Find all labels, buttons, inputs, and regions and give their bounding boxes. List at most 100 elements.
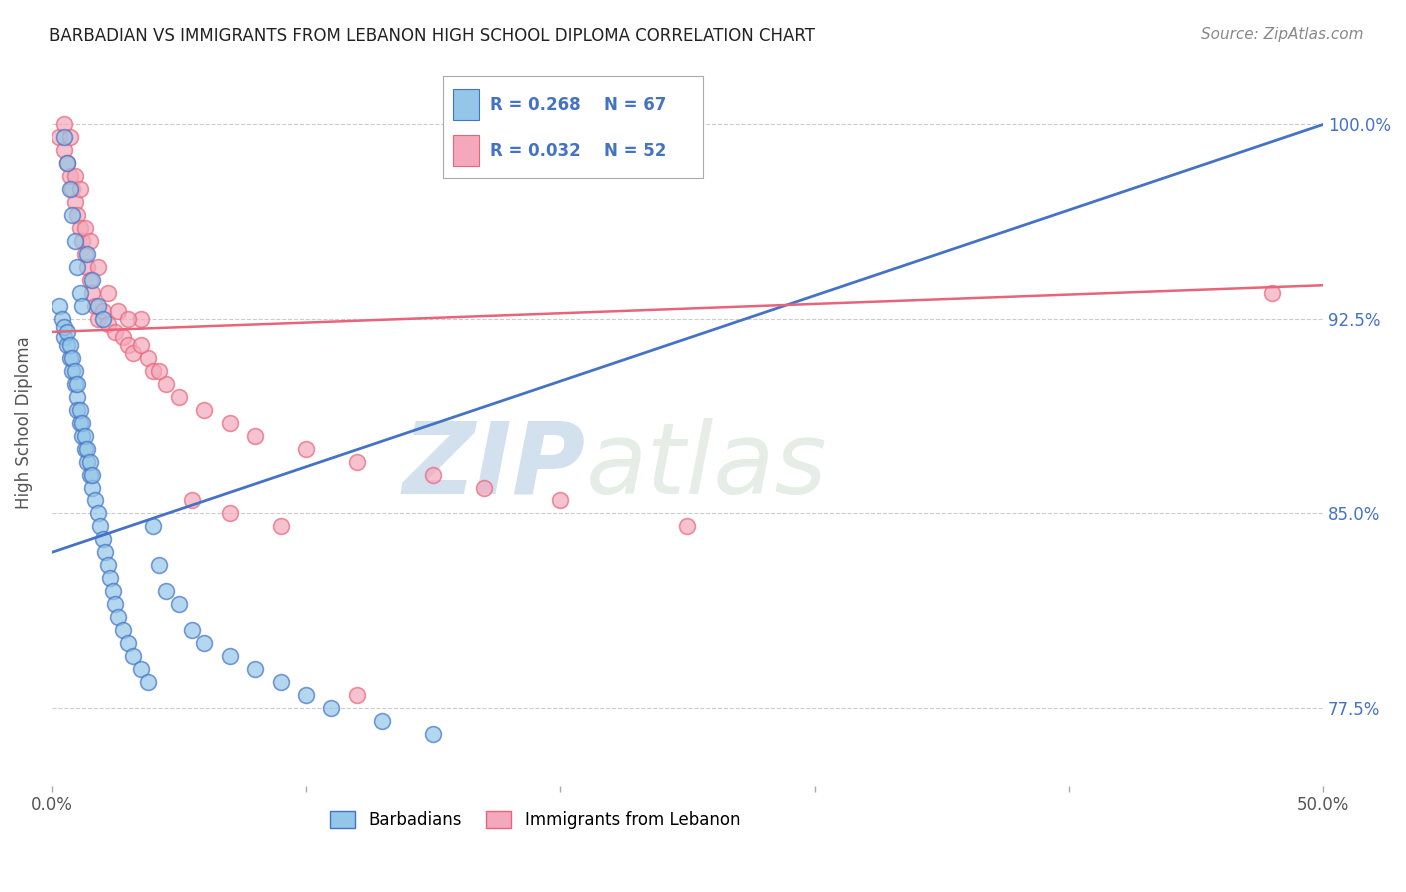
Point	[53, 319, 76, 334]
Point	[104, 597, 127, 611]
Point	[66, 390, 89, 404]
Point	[63, 364, 86, 378]
Point	[86, 312, 108, 326]
Point	[79, 234, 101, 248]
Point	[58, 130, 80, 145]
Point	[180, 493, 202, 508]
Point	[422, 467, 444, 482]
Point	[73, 247, 96, 261]
Point	[122, 649, 145, 664]
Point	[97, 558, 120, 573]
Bar	[453, 89, 479, 120]
Point	[167, 390, 190, 404]
Point	[129, 662, 152, 676]
Point	[72, 428, 94, 442]
Point	[676, 519, 699, 533]
Text: Source: ZipAtlas.com: Source: ZipAtlas.com	[1201, 27, 1364, 42]
Point	[53, 130, 76, 145]
Point	[53, 118, 76, 132]
Point	[180, 623, 202, 637]
Point	[73, 221, 96, 235]
Point	[89, 519, 111, 533]
Point	[98, 571, 121, 585]
Point	[58, 169, 80, 184]
Point	[56, 156, 79, 170]
Text: N = 67: N = 67	[605, 95, 666, 113]
Point	[111, 330, 134, 344]
Point	[101, 584, 124, 599]
Point	[346, 454, 368, 468]
Point	[66, 376, 89, 391]
Point	[94, 545, 117, 559]
Point	[122, 345, 145, 359]
Point	[155, 376, 177, 391]
Point	[79, 467, 101, 482]
Point	[56, 338, 79, 352]
Point	[117, 312, 139, 326]
Text: R = 0.268: R = 0.268	[489, 95, 581, 113]
Text: N = 52: N = 52	[605, 142, 666, 160]
Point	[270, 675, 292, 690]
Point	[142, 364, 165, 378]
Point	[321, 701, 343, 715]
Legend: Barbadians, Immigrants from Lebanon: Barbadians, Immigrants from Lebanon	[323, 804, 747, 836]
Point	[69, 416, 91, 430]
Point	[60, 208, 83, 222]
Point	[86, 299, 108, 313]
Point	[243, 428, 266, 442]
Point	[69, 285, 91, 300]
Point	[53, 144, 76, 158]
Y-axis label: High School Diploma: High School Diploma	[15, 336, 32, 509]
Point	[79, 454, 101, 468]
Text: ZIP: ZIP	[402, 417, 586, 515]
Point	[73, 428, 96, 442]
Point	[63, 169, 86, 184]
Point	[129, 338, 152, 352]
Point	[346, 688, 368, 702]
Point	[69, 402, 91, 417]
Point	[270, 519, 292, 533]
Point	[58, 182, 80, 196]
Point	[48, 299, 70, 313]
Point	[111, 623, 134, 637]
Point	[66, 208, 89, 222]
Point	[72, 416, 94, 430]
Text: R = 0.032: R = 0.032	[489, 142, 581, 160]
Point	[48, 130, 70, 145]
Point	[138, 351, 160, 365]
Point	[76, 247, 98, 261]
Point	[193, 402, 215, 417]
Text: BARBADIAN VS IMMIGRANTS FROM LEBANON HIGH SCHOOL DIPLOMA CORRELATION CHART: BARBADIAN VS IMMIGRANTS FROM LEBANON HIG…	[49, 27, 815, 45]
Point	[550, 493, 572, 508]
Point	[97, 317, 120, 331]
Point	[56, 325, 79, 339]
Point	[1261, 285, 1284, 300]
Point	[60, 351, 83, 365]
Point	[129, 312, 152, 326]
Point	[76, 260, 98, 274]
Point	[86, 507, 108, 521]
Point	[60, 364, 83, 378]
Point	[58, 351, 80, 365]
Point	[243, 662, 266, 676]
Point	[63, 234, 86, 248]
Point	[76, 442, 98, 456]
Point	[142, 519, 165, 533]
Point	[60, 182, 83, 196]
Point	[117, 636, 139, 650]
Point	[104, 325, 127, 339]
Point	[51, 312, 73, 326]
Bar	[453, 136, 479, 166]
Point	[218, 507, 240, 521]
Point	[66, 402, 89, 417]
Point	[73, 442, 96, 456]
Point	[295, 442, 318, 456]
Point	[79, 273, 101, 287]
Point	[86, 260, 108, 274]
Point	[76, 454, 98, 468]
Point	[97, 285, 120, 300]
Point	[82, 285, 104, 300]
Point	[422, 727, 444, 741]
Text: atlas: atlas	[586, 417, 827, 515]
Point	[155, 584, 177, 599]
